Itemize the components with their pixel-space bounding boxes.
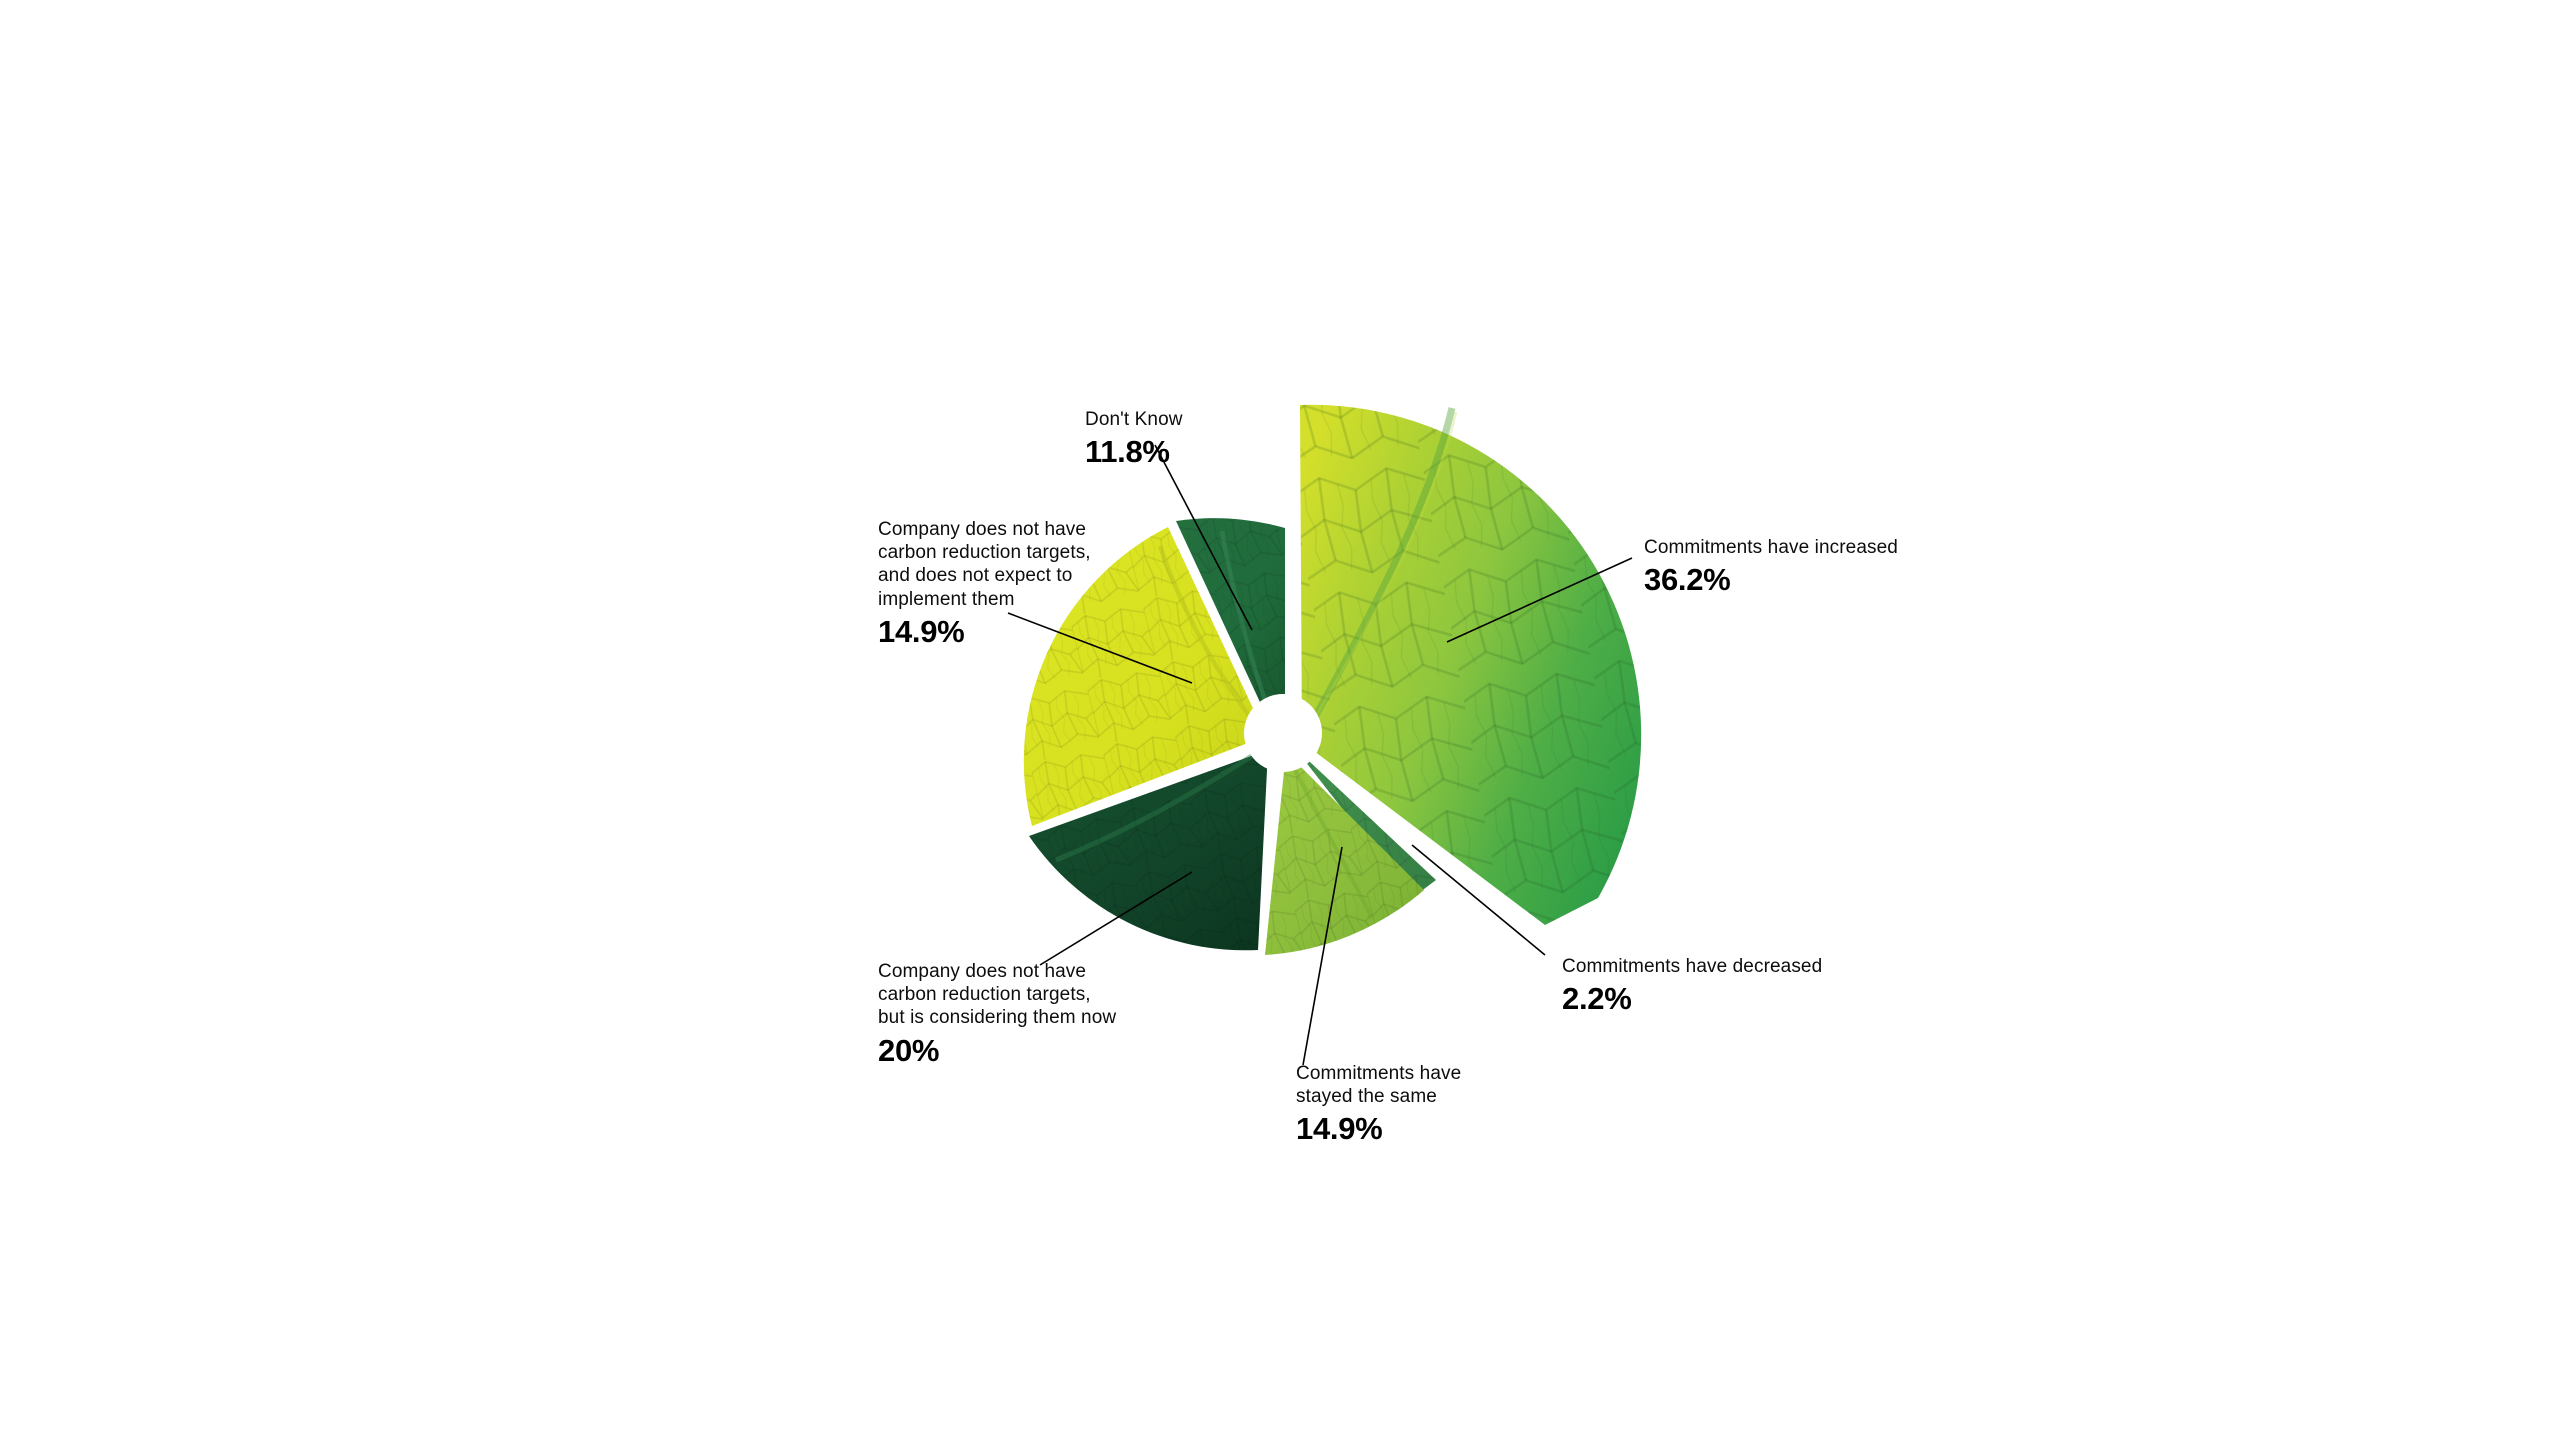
leader-line-no-targets-considering xyxy=(1039,871,1193,966)
pie-slice-dont-know[interactable] xyxy=(1176,518,1285,728)
leader-lines xyxy=(1007,444,1633,1066)
callout-commitments-decreased-value: 2.2% xyxy=(1562,981,1632,1017)
leader-line-commitments-increased xyxy=(1446,557,1633,643)
callout-no-targets-not-expecting: Company does not have carbon reduction t… xyxy=(878,518,1108,651)
callout-commitments-stayed-same-value: 14.9% xyxy=(1296,1111,1383,1147)
callout-no-targets-considering: Company does not have carbon reduction t… xyxy=(878,960,1138,1069)
callout-no-targets-not-expecting-value: 14.9% xyxy=(878,613,965,649)
leader-line-commitments-decreased xyxy=(1411,844,1546,956)
callout-dont-know-label: Don't Know xyxy=(1085,409,1183,430)
callout-commitments-increased-label: Commitments have increased xyxy=(1644,537,1898,558)
callout-commitments-increased-value: 36.2% xyxy=(1644,562,1731,598)
callout-commitments-stayed-same-label: Commitments have stayed the same xyxy=(1296,1063,1462,1108)
callout-dont-know: Don't Know 11.8% xyxy=(1085,408,1315,471)
callout-no-targets-considering-value: 20% xyxy=(878,1032,940,1068)
pie-slice-commitments-decreased[interactable] xyxy=(1294,747,1436,898)
callout-dont-know-value: 11.8% xyxy=(1085,434,1170,470)
callout-no-targets-considering-label: Company does not have carbon reduction t… xyxy=(878,961,1117,1029)
callout-commitments-increased: Commitments have increased 36.2% xyxy=(1644,536,1944,599)
pie-slice-no-targets-not-expecting[interactable] xyxy=(1023,527,1266,826)
donut-center-hole xyxy=(1244,694,1322,772)
callout-no-targets-not-expecting-label: Company does not have carbon reduction t… xyxy=(878,519,1091,610)
pie-slice-commitments-stayed-same[interactable] xyxy=(1265,752,1424,955)
leader-line-no-targets-not-expecting xyxy=(1007,612,1193,684)
pie-slice-no-targets-considering[interactable] xyxy=(1029,745,1268,951)
callout-commitments-decreased: Commitments have decreased 2.2% xyxy=(1562,955,1862,1018)
callout-commitments-decreased-label: Commitments have decreased xyxy=(1562,956,1823,977)
leader-line-commitments-stayed-same xyxy=(1302,846,1343,1066)
pie-slice-commitments-increased[interactable] xyxy=(1300,404,1642,925)
leader-line-dont-know xyxy=(1154,444,1253,631)
callout-commitments-stayed-same: Commitments have stayed the same 14.9% xyxy=(1296,1062,1516,1148)
